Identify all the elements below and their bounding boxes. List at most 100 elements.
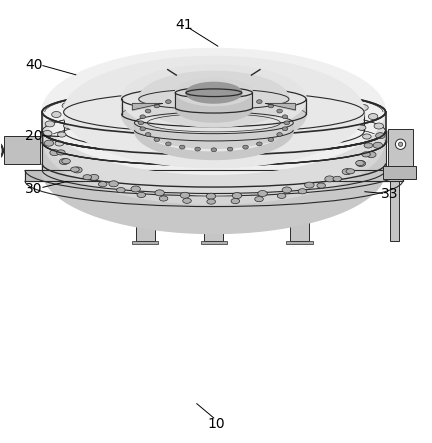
Ellipse shape bbox=[154, 138, 159, 142]
Ellipse shape bbox=[309, 82, 319, 88]
Ellipse shape bbox=[211, 94, 216, 98]
Ellipse shape bbox=[277, 132, 283, 136]
Polygon shape bbox=[25, 170, 403, 181]
Ellipse shape bbox=[333, 176, 342, 182]
Ellipse shape bbox=[76, 94, 86, 101]
Ellipse shape bbox=[207, 199, 216, 204]
Ellipse shape bbox=[356, 160, 364, 166]
Circle shape bbox=[0, 141, 3, 160]
Ellipse shape bbox=[140, 127, 146, 131]
Ellipse shape bbox=[268, 138, 274, 142]
Bar bbox=[290, 181, 309, 241]
Ellipse shape bbox=[180, 192, 190, 198]
Ellipse shape bbox=[183, 198, 191, 203]
Polygon shape bbox=[42, 49, 385, 175]
Ellipse shape bbox=[43, 131, 52, 136]
Ellipse shape bbox=[268, 104, 274, 108]
Ellipse shape bbox=[52, 112, 61, 117]
Ellipse shape bbox=[231, 198, 240, 204]
Ellipse shape bbox=[45, 121, 54, 127]
Polygon shape bbox=[121, 65, 306, 133]
Ellipse shape bbox=[140, 115, 146, 119]
Ellipse shape bbox=[356, 160, 365, 167]
Ellipse shape bbox=[62, 159, 70, 164]
Ellipse shape bbox=[277, 109, 283, 113]
Polygon shape bbox=[121, 99, 306, 148]
Text: 20: 20 bbox=[25, 128, 42, 143]
Ellipse shape bbox=[83, 175, 92, 180]
Ellipse shape bbox=[282, 115, 288, 119]
Ellipse shape bbox=[64, 123, 72, 128]
Ellipse shape bbox=[155, 190, 164, 196]
Ellipse shape bbox=[257, 100, 262, 104]
Ellipse shape bbox=[138, 121, 144, 125]
Ellipse shape bbox=[212, 85, 221, 90]
Bar bbox=[132, 241, 159, 244]
Ellipse shape bbox=[373, 142, 383, 148]
Ellipse shape bbox=[287, 77, 297, 83]
Text: 33: 33 bbox=[381, 187, 399, 201]
Polygon shape bbox=[137, 127, 291, 153]
Ellipse shape bbox=[305, 182, 314, 188]
Circle shape bbox=[398, 142, 403, 146]
Ellipse shape bbox=[376, 132, 385, 139]
Text: 41: 41 bbox=[175, 18, 193, 32]
Ellipse shape bbox=[325, 176, 334, 182]
Text: 30: 30 bbox=[25, 183, 42, 196]
Ellipse shape bbox=[145, 109, 151, 113]
Ellipse shape bbox=[284, 121, 289, 125]
Ellipse shape bbox=[165, 87, 173, 92]
Ellipse shape bbox=[282, 91, 291, 97]
Ellipse shape bbox=[179, 145, 185, 149]
Ellipse shape bbox=[206, 193, 216, 199]
Polygon shape bbox=[132, 104, 162, 110]
Ellipse shape bbox=[98, 182, 107, 187]
Polygon shape bbox=[134, 123, 293, 159]
Bar bbox=[204, 181, 223, 241]
Ellipse shape bbox=[227, 147, 233, 151]
Ellipse shape bbox=[102, 101, 111, 106]
Ellipse shape bbox=[357, 125, 366, 130]
Ellipse shape bbox=[362, 152, 370, 157]
Ellipse shape bbox=[57, 150, 65, 155]
Ellipse shape bbox=[160, 73, 170, 79]
Ellipse shape bbox=[131, 186, 140, 192]
Ellipse shape bbox=[374, 123, 384, 129]
Ellipse shape bbox=[212, 70, 222, 76]
Ellipse shape bbox=[137, 192, 146, 198]
Bar bbox=[390, 181, 399, 241]
Polygon shape bbox=[139, 71, 289, 127]
Ellipse shape bbox=[232, 193, 242, 198]
Ellipse shape bbox=[282, 187, 292, 193]
Text: 10: 10 bbox=[207, 417, 225, 431]
Ellipse shape bbox=[188, 85, 197, 90]
Ellipse shape bbox=[44, 140, 54, 146]
Ellipse shape bbox=[195, 147, 200, 151]
Ellipse shape bbox=[179, 97, 185, 101]
Ellipse shape bbox=[238, 71, 248, 77]
Polygon shape bbox=[42, 142, 385, 233]
Ellipse shape bbox=[89, 175, 99, 180]
Polygon shape bbox=[64, 56, 364, 167]
Ellipse shape bbox=[55, 141, 64, 146]
Ellipse shape bbox=[109, 181, 118, 187]
Ellipse shape bbox=[264, 73, 273, 79]
Ellipse shape bbox=[165, 100, 171, 104]
Ellipse shape bbox=[277, 193, 286, 198]
Ellipse shape bbox=[243, 145, 248, 149]
Ellipse shape bbox=[367, 152, 376, 158]
Ellipse shape bbox=[117, 187, 125, 193]
Ellipse shape bbox=[317, 183, 325, 188]
Circle shape bbox=[395, 139, 406, 149]
Ellipse shape bbox=[364, 143, 373, 148]
Ellipse shape bbox=[195, 94, 200, 98]
Ellipse shape bbox=[302, 96, 311, 101]
Ellipse shape bbox=[236, 85, 245, 91]
Ellipse shape bbox=[50, 150, 59, 155]
Ellipse shape bbox=[64, 92, 364, 132]
Ellipse shape bbox=[257, 142, 262, 146]
Ellipse shape bbox=[121, 95, 130, 100]
Ellipse shape bbox=[142, 90, 150, 96]
Ellipse shape bbox=[227, 94, 233, 98]
Ellipse shape bbox=[368, 113, 378, 120]
